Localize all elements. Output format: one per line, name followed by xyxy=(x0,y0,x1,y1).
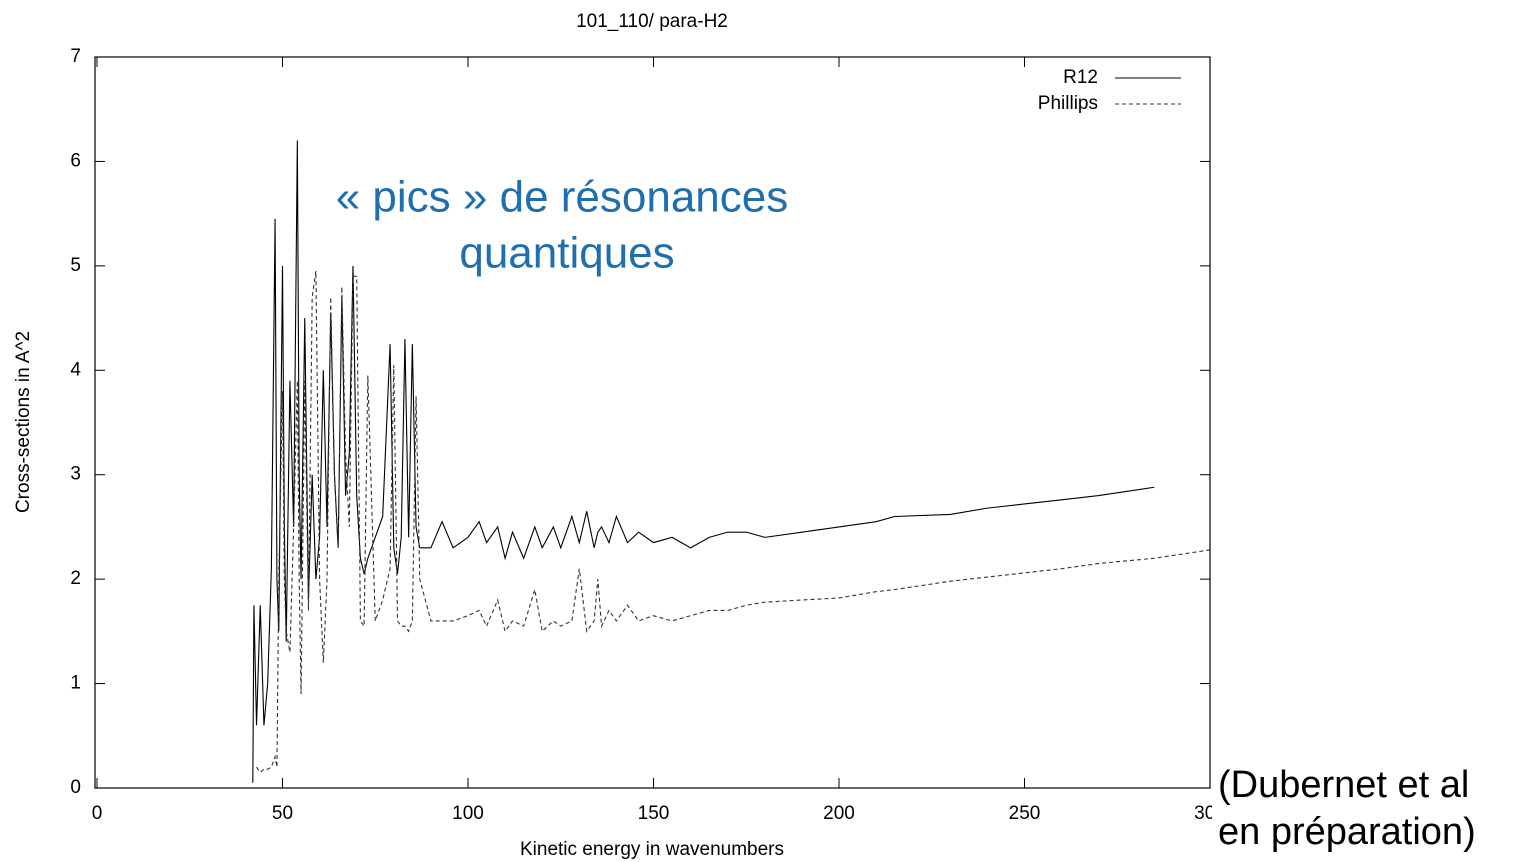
annotation: « pics » de résonances xyxy=(336,173,789,222)
series-line xyxy=(256,271,1211,774)
x-tick-label: 150 xyxy=(638,803,670,824)
y-tick-label: 5 xyxy=(70,255,81,276)
legend-label: Phillips xyxy=(1038,93,1098,114)
annotation: en préparation) xyxy=(1218,811,1476,853)
x-tick-label: 250 xyxy=(1009,803,1041,824)
annotation: quantiques xyxy=(459,229,674,278)
y-tick-label: 7 xyxy=(70,46,81,67)
series-line xyxy=(252,140,1155,783)
x-tick-label: 50 xyxy=(272,803,293,824)
y-tick-label: 2 xyxy=(70,568,81,589)
y-tick-label: 0 xyxy=(70,777,81,798)
x-axis-label: Kinetic energy in wavenumbers xyxy=(520,839,784,860)
annotation: (Dubernet et al xyxy=(1218,764,1469,806)
annotation-bg xyxy=(1212,760,1521,862)
x-tick-label: 0 xyxy=(92,803,103,824)
plot-frame xyxy=(94,56,1211,789)
y-tick-label: 1 xyxy=(70,673,81,694)
x-tick-label: 100 xyxy=(452,803,484,824)
y-tick-label: 4 xyxy=(70,359,81,380)
y-tick-label: 3 xyxy=(70,464,81,485)
chart-title: 101_110/ para-H2 xyxy=(576,11,728,32)
legend-label: R12 xyxy=(1063,67,1098,88)
x-tick-label: 200 xyxy=(823,803,855,824)
y-tick-label: 6 xyxy=(70,150,81,171)
y-axis-label: Cross-sections in A^2 xyxy=(13,331,34,513)
